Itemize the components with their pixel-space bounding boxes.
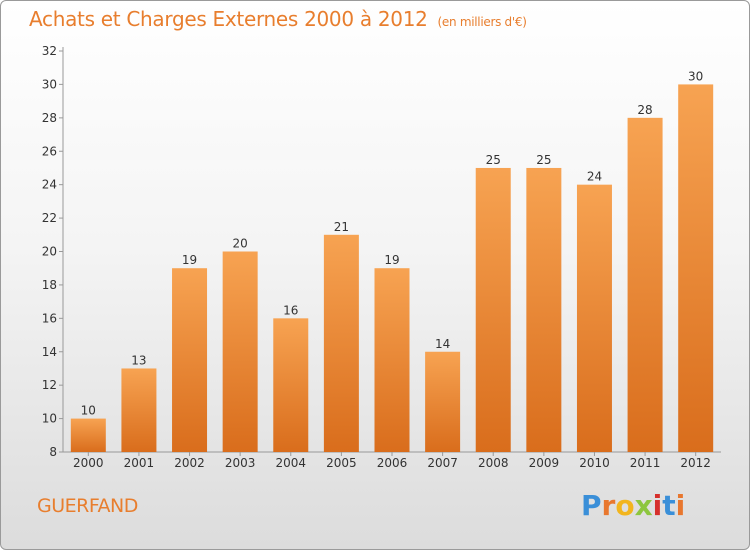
bar-2012 [678,84,714,453]
x-tick-label: 2008 [478,456,509,470]
chart-subtitle: (en milliers d'€) [437,15,527,29]
bar-2009 [526,167,562,453]
bar-2003 [222,251,258,452]
bar-2006 [374,268,410,452]
bar-value-label: 21 [334,220,349,234]
x-tick-label: 2007 [427,456,458,470]
bar-2008 [475,167,511,453]
x-tick-label: 2010 [579,456,610,470]
logo-letter: r [601,489,616,522]
bar-2000 [70,418,106,452]
bar-value-label: 28 [637,103,652,117]
bar-2001 [121,368,157,452]
bar-value-label: 30 [688,69,703,83]
x-tick-label: 2005 [326,456,357,470]
y-tick-label: 32 [42,44,57,58]
logo-letter: i [652,489,663,522]
bar-2002 [172,268,208,452]
y-tick-label: 14 [42,345,57,359]
bar-value-label: 10 [81,404,96,418]
y-tick-label: 16 [42,311,57,325]
y-tick-label: 18 [42,278,57,292]
proxiti-logo: Proxiti [581,489,685,522]
x-tick-label: 2011 [630,456,661,470]
logo-letter: P [581,489,602,522]
bar-2010 [576,184,612,452]
logo-letter: x [634,489,653,522]
bar-2007 [425,351,461,452]
bar-value-label: 14 [435,337,450,351]
bar-value-label: 20 [233,237,248,251]
y-tick-label: 30 [42,77,57,91]
bar-value-label: 24 [587,170,602,184]
y-tick-label: 8 [49,445,57,459]
y-tick-label: 12 [42,378,57,392]
y-tick-label: 26 [42,144,57,158]
x-tick-label: 2002 [174,456,205,470]
logo-letter: i [675,489,686,522]
x-tick-label: 2001 [124,456,155,470]
x-tick-label: 2000 [73,456,104,470]
chart-title-text: Achats et Charges Externes 2000 à 2012 [29,7,428,31]
x-tick-label: 2009 [529,456,560,470]
bar-2011 [627,117,663,452]
y-tick-label: 22 [42,211,57,225]
chart-title: Achats et Charges Externes 2000 à 2012 (e… [29,7,527,31]
x-tick-label: 2006 [377,456,408,470]
y-tick-label: 10 [42,412,57,426]
y-tick-label: 20 [42,245,57,259]
bar-value-label: 13 [131,353,146,367]
x-tick-label: 2004 [275,456,306,470]
x-tick-label: 2012 [680,456,711,470]
bar-value-label: 25 [536,153,551,167]
y-tick-label: 28 [42,111,57,125]
bar-value-label: 25 [486,153,501,167]
bar-2005 [323,234,359,452]
logo-letter: t [662,489,676,522]
commune-name: GUERFAND [37,495,138,517]
logo-letter: o [615,489,635,522]
bar-value-label: 19 [182,253,197,267]
bar-value-label: 19 [384,253,399,267]
x-tick-label: 2003 [225,456,256,470]
bar-value-label: 16 [283,303,298,317]
bar-2004 [273,318,309,452]
y-tick-label: 24 [42,178,57,192]
